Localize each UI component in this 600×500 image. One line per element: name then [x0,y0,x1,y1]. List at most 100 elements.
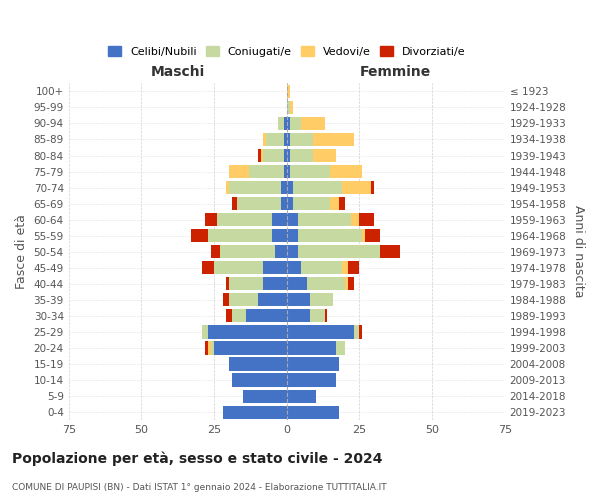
Bar [298,245,380,258]
Bar [191,229,208,242]
Bar [278,117,284,130]
Bar [287,117,290,130]
Bar [226,310,232,322]
Bar [287,294,310,306]
Bar [287,310,310,322]
Bar [313,149,336,162]
Bar [287,245,298,258]
Bar [287,342,336,354]
Bar [298,229,362,242]
Bar [223,406,287,418]
Bar [351,213,359,226]
Bar [287,326,353,338]
Bar [217,213,272,226]
Bar [272,229,287,242]
Bar [287,181,293,194]
Bar [345,277,348,290]
Bar [223,294,229,306]
Bar [287,406,339,418]
Bar [284,165,287,178]
Bar [301,261,342,274]
Bar [298,213,351,226]
Bar [287,390,316,402]
Bar [232,310,246,322]
Legend: Celibi/Nubili, Coniugati/e, Vedovi/e, Divorziati/e: Celibi/Nubili, Coniugati/e, Vedovi/e, Di… [103,42,470,62]
Bar [226,277,229,290]
Bar [214,342,287,354]
Bar [266,133,284,146]
Bar [257,294,287,306]
Bar [208,326,287,338]
Bar [310,310,325,322]
Bar [287,261,301,274]
Bar [284,117,287,130]
Bar [287,277,307,290]
Bar [287,133,290,146]
Bar [293,181,342,194]
Bar [313,133,353,146]
Bar [229,165,249,178]
Bar [371,181,374,194]
Text: COMUNE DI PAUPISI (BN) - Dati ISTAT 1° gennaio 2024 - Elaborazione TUTTITALIA.IT: COMUNE DI PAUPISI (BN) - Dati ISTAT 1° g… [12,483,386,492]
Bar [331,197,339,210]
Bar [359,326,362,338]
Bar [331,165,362,178]
Bar [211,342,214,354]
Bar [287,374,336,386]
Bar [287,229,298,242]
Bar [287,85,290,98]
Bar [229,181,281,194]
Bar [342,181,371,194]
Bar [339,197,345,210]
Y-axis label: Anni di nascita: Anni di nascita [572,206,585,298]
Bar [249,165,284,178]
Bar [208,342,211,354]
Bar [229,294,257,306]
Bar [238,197,281,210]
Bar [287,197,293,210]
Bar [263,261,287,274]
Bar [287,165,290,178]
Bar [353,326,359,338]
Bar [275,245,287,258]
Bar [205,342,208,354]
Bar [342,261,348,274]
Bar [287,101,290,114]
Bar [272,213,287,226]
Bar [290,117,301,130]
Bar [287,149,290,162]
Bar [287,358,339,370]
Bar [263,277,287,290]
Bar [359,213,374,226]
Bar [260,149,263,162]
Bar [208,229,272,242]
Y-axis label: Fasce di età: Fasce di età [15,214,28,289]
Bar [293,197,331,210]
Bar [226,181,229,194]
Bar [214,261,263,274]
Bar [310,294,333,306]
Bar [290,165,331,178]
Bar [246,310,287,322]
Bar [380,245,400,258]
Bar [290,101,293,114]
Bar [290,149,313,162]
Bar [348,277,353,290]
Bar [365,229,380,242]
Bar [348,261,359,274]
Bar [263,149,284,162]
Bar [307,277,345,290]
Bar [257,149,260,162]
Bar [232,374,287,386]
Bar [290,133,313,146]
Bar [281,197,287,210]
Text: Femmine: Femmine [360,64,431,78]
Bar [202,326,208,338]
Bar [325,310,328,322]
Bar [336,342,345,354]
Bar [301,117,325,130]
Bar [287,213,298,226]
Bar [281,181,287,194]
Text: Maschi: Maschi [151,64,205,78]
Text: Popolazione per età, sesso e stato civile - 2024: Popolazione per età, sesso e stato civil… [12,451,383,466]
